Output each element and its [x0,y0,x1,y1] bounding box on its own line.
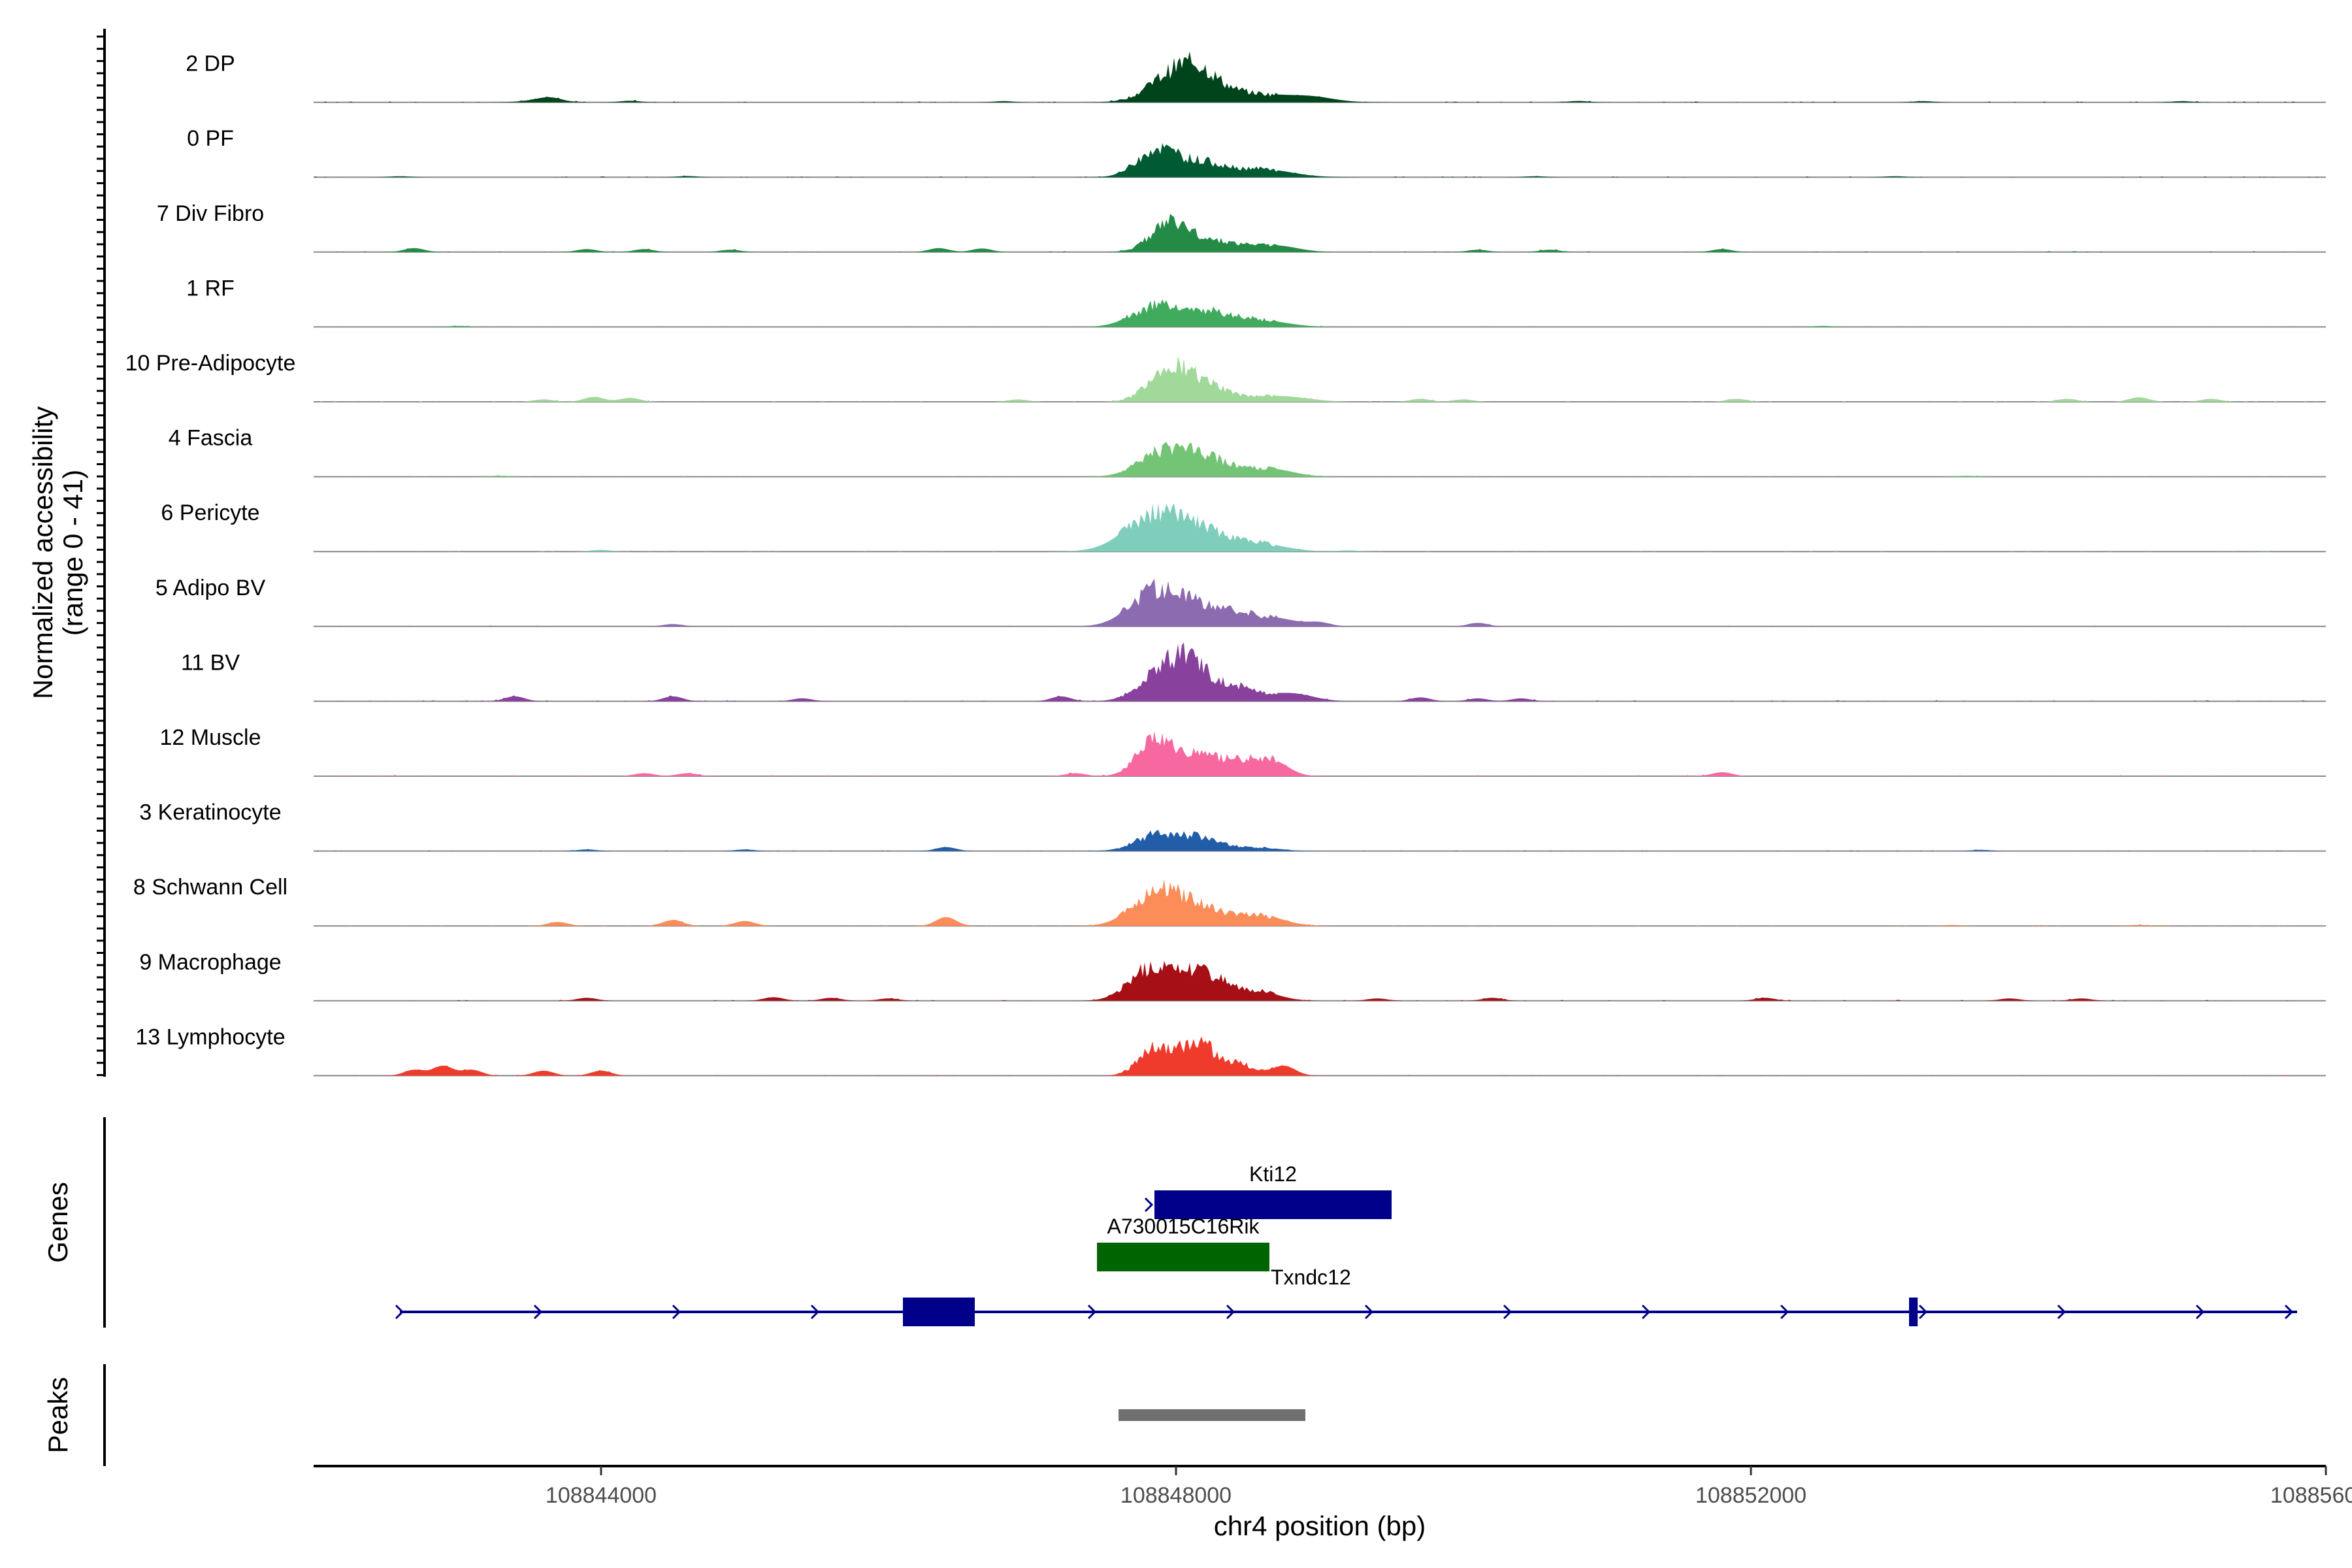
track-label: 1 RF [186,276,235,301]
track-label: 11 BV [181,650,240,675]
coverage-area-2-dp [314,51,2326,103]
track-label: 8 Schwann Cell [133,875,287,900]
coverage-area-5-adipo-bv [314,578,2326,627]
track-2-dp: 2 DP [186,51,2326,103]
gene-kti12: Kti12 [1144,1162,1392,1219]
strand-arrow [1641,1304,1651,1320]
coverage-tracks: 2 DP 0 PF 7 Div Fibro 1 RF 10 Pre-Adipocyte 4… [125,51,2326,1077]
track-13-lymphocyte: 13 Lymphocyte [135,1024,2326,1077]
gene-exon [1909,1298,1918,1326]
y-axis-title-line1: Normalized accessibility [27,406,58,699]
x-tick-label: 108856000 [2270,1483,2352,1508]
track-10-pre-adipocyte: 10 Pre-Adipocyte [125,351,2326,402]
strand-arrow [2284,1304,2294,1320]
peak-annotations [1119,1409,1305,1421]
strand-arrow [2195,1304,2205,1320]
strand-arrow [395,1304,404,1320]
gene-exon [903,1298,975,1326]
genes-track-label: Genes [42,1182,73,1263]
strand-arrow [1226,1304,1235,1320]
track-label: 12 Muscle [160,725,261,750]
track-label: 6 Pericyte [161,500,259,525]
strand-arrow [1144,1197,1154,1213]
strand-arrow [1780,1304,1789,1320]
strand-arrow [1364,1304,1374,1320]
track-1-rf: 1 RF [186,276,2326,328]
track-6-pericyte: 6 Pericyte [161,500,2326,553]
coverage-area-1-rf [314,299,2326,327]
peak-region [1119,1409,1305,1421]
coverage-area-10-pre-adipocyte [314,356,2326,402]
x-axis-title: chr4 position (bp) [1214,1511,1426,1541]
gene-label: A730015C16Rik [1107,1215,1260,1238]
coverage-area-0-pf [314,143,2326,178]
track-11-bv: 11 BV [181,642,2326,702]
gene-txndc12: Txndc12 [395,1266,2297,1326]
y-minor-ticks [97,35,105,1076]
track-4-fascia: 4 Fascia [169,426,2326,478]
track-label: 13 Lymphocyte [135,1024,285,1049]
track-label: 7 Div Fibro [157,201,264,226]
gene-body [1154,1190,1392,1219]
coverage-area-8-schwann-cell [314,879,2326,926]
track-12-muscle: 12 Muscle [160,725,2326,777]
track-label: 2 DP [186,52,235,76]
track-label: 10 Pre-Adipocyte [125,351,296,376]
track-label: 0 PF [187,126,234,151]
track-5-adipo-bv: 5 Adipo BV [155,576,2326,627]
coverage-area-13-lymphocyte [314,1036,2326,1076]
coverage-area-12-muscle [314,731,2326,776]
strand-arrow [672,1304,681,1320]
gene-label: Txndc12 [1271,1266,1351,1289]
strand-arrow [810,1304,820,1320]
x-axis-ticks: 108844000 108848000 108852000 108856000 [546,1466,2352,1508]
gene-a730015c16rik: A730015C16Rik [1097,1215,1269,1271]
strand-arrow [2057,1304,2066,1320]
coverage-area-9-macrophage [314,960,2326,1001]
track-3-keratinocyte: 3 Keratinocyte [139,800,2326,852]
track-label: 9 Macrophage [139,950,281,975]
x-tick-label: 108844000 [546,1483,657,1508]
coverage-area-11-bv [314,642,2326,702]
track-7-div-fibro: 7 Div Fibro [157,201,2326,253]
strand-arrow [1918,1304,1928,1320]
peaks-track-label: Peaks [42,1377,73,1454]
coverage-area-7-div-fibro [314,214,2326,252]
track-9-macrophage: 9 Macrophage [139,950,2326,1002]
strand-arrow [1087,1304,1097,1320]
strand-arrow [1503,1304,1512,1320]
strand-arrow [533,1304,543,1320]
track-label: 5 Adipo BV [155,576,266,600]
track-0-pf: 0 PF [187,126,2326,178]
track-label: 3 Keratinocyte [139,800,281,825]
gene-body [1097,1243,1269,1271]
coverage-area-6-pericyte [314,502,2326,552]
coverage-area-4-fascia [314,442,2326,477]
gene-label: Kti12 [1249,1162,1297,1186]
gene-annotations: Kti12 A730015C16Rik Txndc12 [395,1162,2297,1326]
coverage-area-3-keratinocyte [314,830,2326,851]
y-axis-title-line2: (range 0 - 41) [57,470,88,636]
x-tick-label: 108852000 [1695,1483,1806,1508]
x-tick-label: 108848000 [1120,1483,1232,1508]
track-label: 4 Fascia [169,426,253,451]
track-8-schwann-cell: 8 Schwann Cell [133,875,2326,927]
